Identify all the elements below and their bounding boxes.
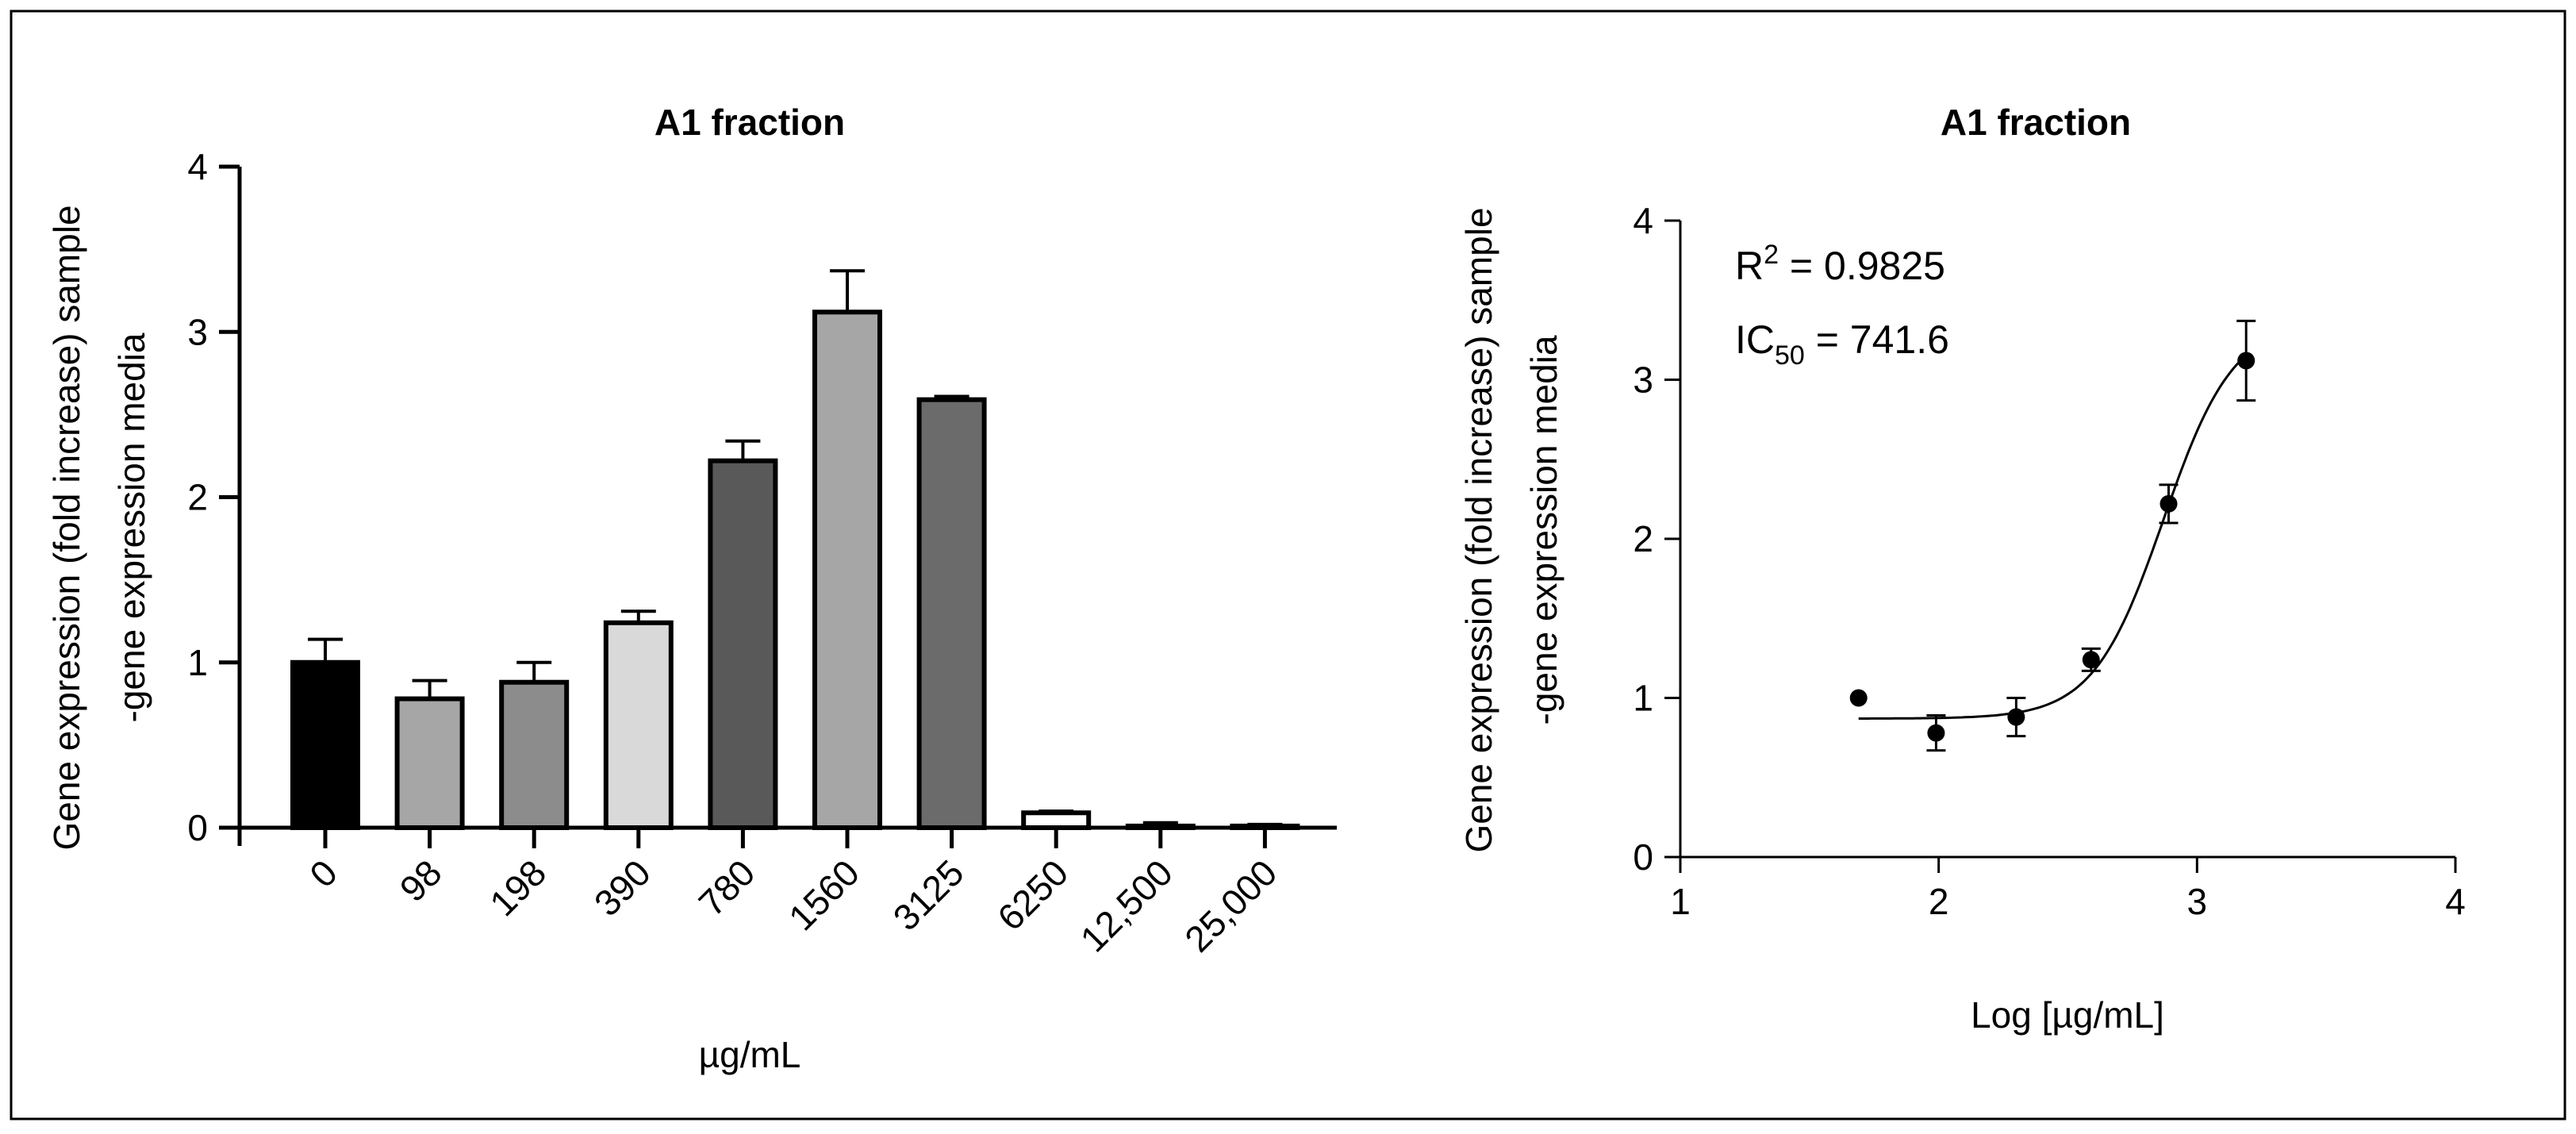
bar-chart-ylabel-line2: -gene expression media	[111, 333, 152, 722]
bar	[394, 696, 465, 830]
fit-curve	[1858, 354, 2248, 720]
fit-data-point	[1849, 689, 1868, 707]
bar	[1021, 810, 1092, 830]
fit-y-tick-label: 3	[1633, 359, 1653, 401]
fit-data-point	[2159, 494, 2178, 513]
r-squared-annotation: R2 = 0.9825	[1735, 240, 1945, 288]
bar-y-tick-label: 0	[187, 807, 208, 848]
bar	[812, 309, 882, 830]
bar-marks	[290, 269, 1300, 831]
fit-chart-title: A1 fraction	[1941, 102, 2131, 143]
fit-y-tick-label: 1	[1633, 678, 1653, 719]
fit-x-tick-label: 4	[2445, 881, 2466, 922]
bar-chart-xlabel: µg/mL	[699, 1034, 801, 1075]
ic50-value: = 741.6	[1805, 317, 1949, 362]
fit-y-tick-label: 2	[1633, 518, 1653, 559]
fit-y-ticks: 0 1 2 3 4	[1633, 200, 1680, 878]
bar-chart-ylabel-line1: Gene expression (fold increase) sample	[46, 205, 87, 850]
fit-x-tick-label: 1	[1670, 881, 1691, 922]
bar-y-tick-label: 4	[187, 146, 208, 187]
bar	[916, 397, 987, 830]
ic50-label: IC	[1735, 317, 1775, 362]
bar	[499, 679, 570, 830]
fit-y-tick-label: 0	[1633, 836, 1653, 878]
fit-x-tick-label: 3	[2187, 881, 2208, 922]
bar-y-ticks: 0 1 2 3 4	[187, 146, 240, 848]
r-squared-superscript: 2	[1764, 240, 1779, 270]
r-squared-label: R	[1735, 244, 1764, 288]
bar-y-tick-label: 2	[187, 477, 208, 518]
bar	[290, 659, 360, 830]
fit-chart: A1 fraction Gene expression (fold increa…	[1458, 102, 2466, 1036]
fit-y-tick-label: 4	[1633, 200, 1653, 241]
fit-chart-xlabel: Log [µg/mL]	[1971, 994, 2164, 1036]
bar-chart: A1 fraction Gene expression (fold increa…	[46, 102, 1337, 1075]
fit-x-ticks: 1 2 3 4	[1670, 857, 2466, 922]
bar-chart-title: A1 fraction	[655, 102, 845, 143]
fit-chart-ylabel-line1: Gene expression (fold increase) sample	[1458, 207, 1499, 852]
fit-points	[1849, 319, 2256, 752]
figure-border	[10, 10, 2566, 1121]
bar	[603, 620, 674, 831]
fit-data-point	[2082, 651, 2100, 669]
fit-data-point	[2237, 352, 2255, 370]
fit-data-point	[1927, 724, 1945, 742]
ic50-subscript: 50	[1775, 340, 1805, 371]
fit-chart-ylabel-line2: -gene expression media	[1523, 335, 1564, 725]
r-squared-value: = 0.9825	[1779, 244, 1945, 288]
bar	[708, 458, 778, 830]
bar-y-tick-label: 3	[187, 311, 208, 352]
fit-x-tick-label: 2	[1929, 881, 1949, 922]
bar-y-tick-label: 1	[187, 642, 208, 683]
ic50-annotation: IC50 = 741.6	[1735, 317, 1949, 371]
fit-data-point	[2007, 708, 2025, 726]
